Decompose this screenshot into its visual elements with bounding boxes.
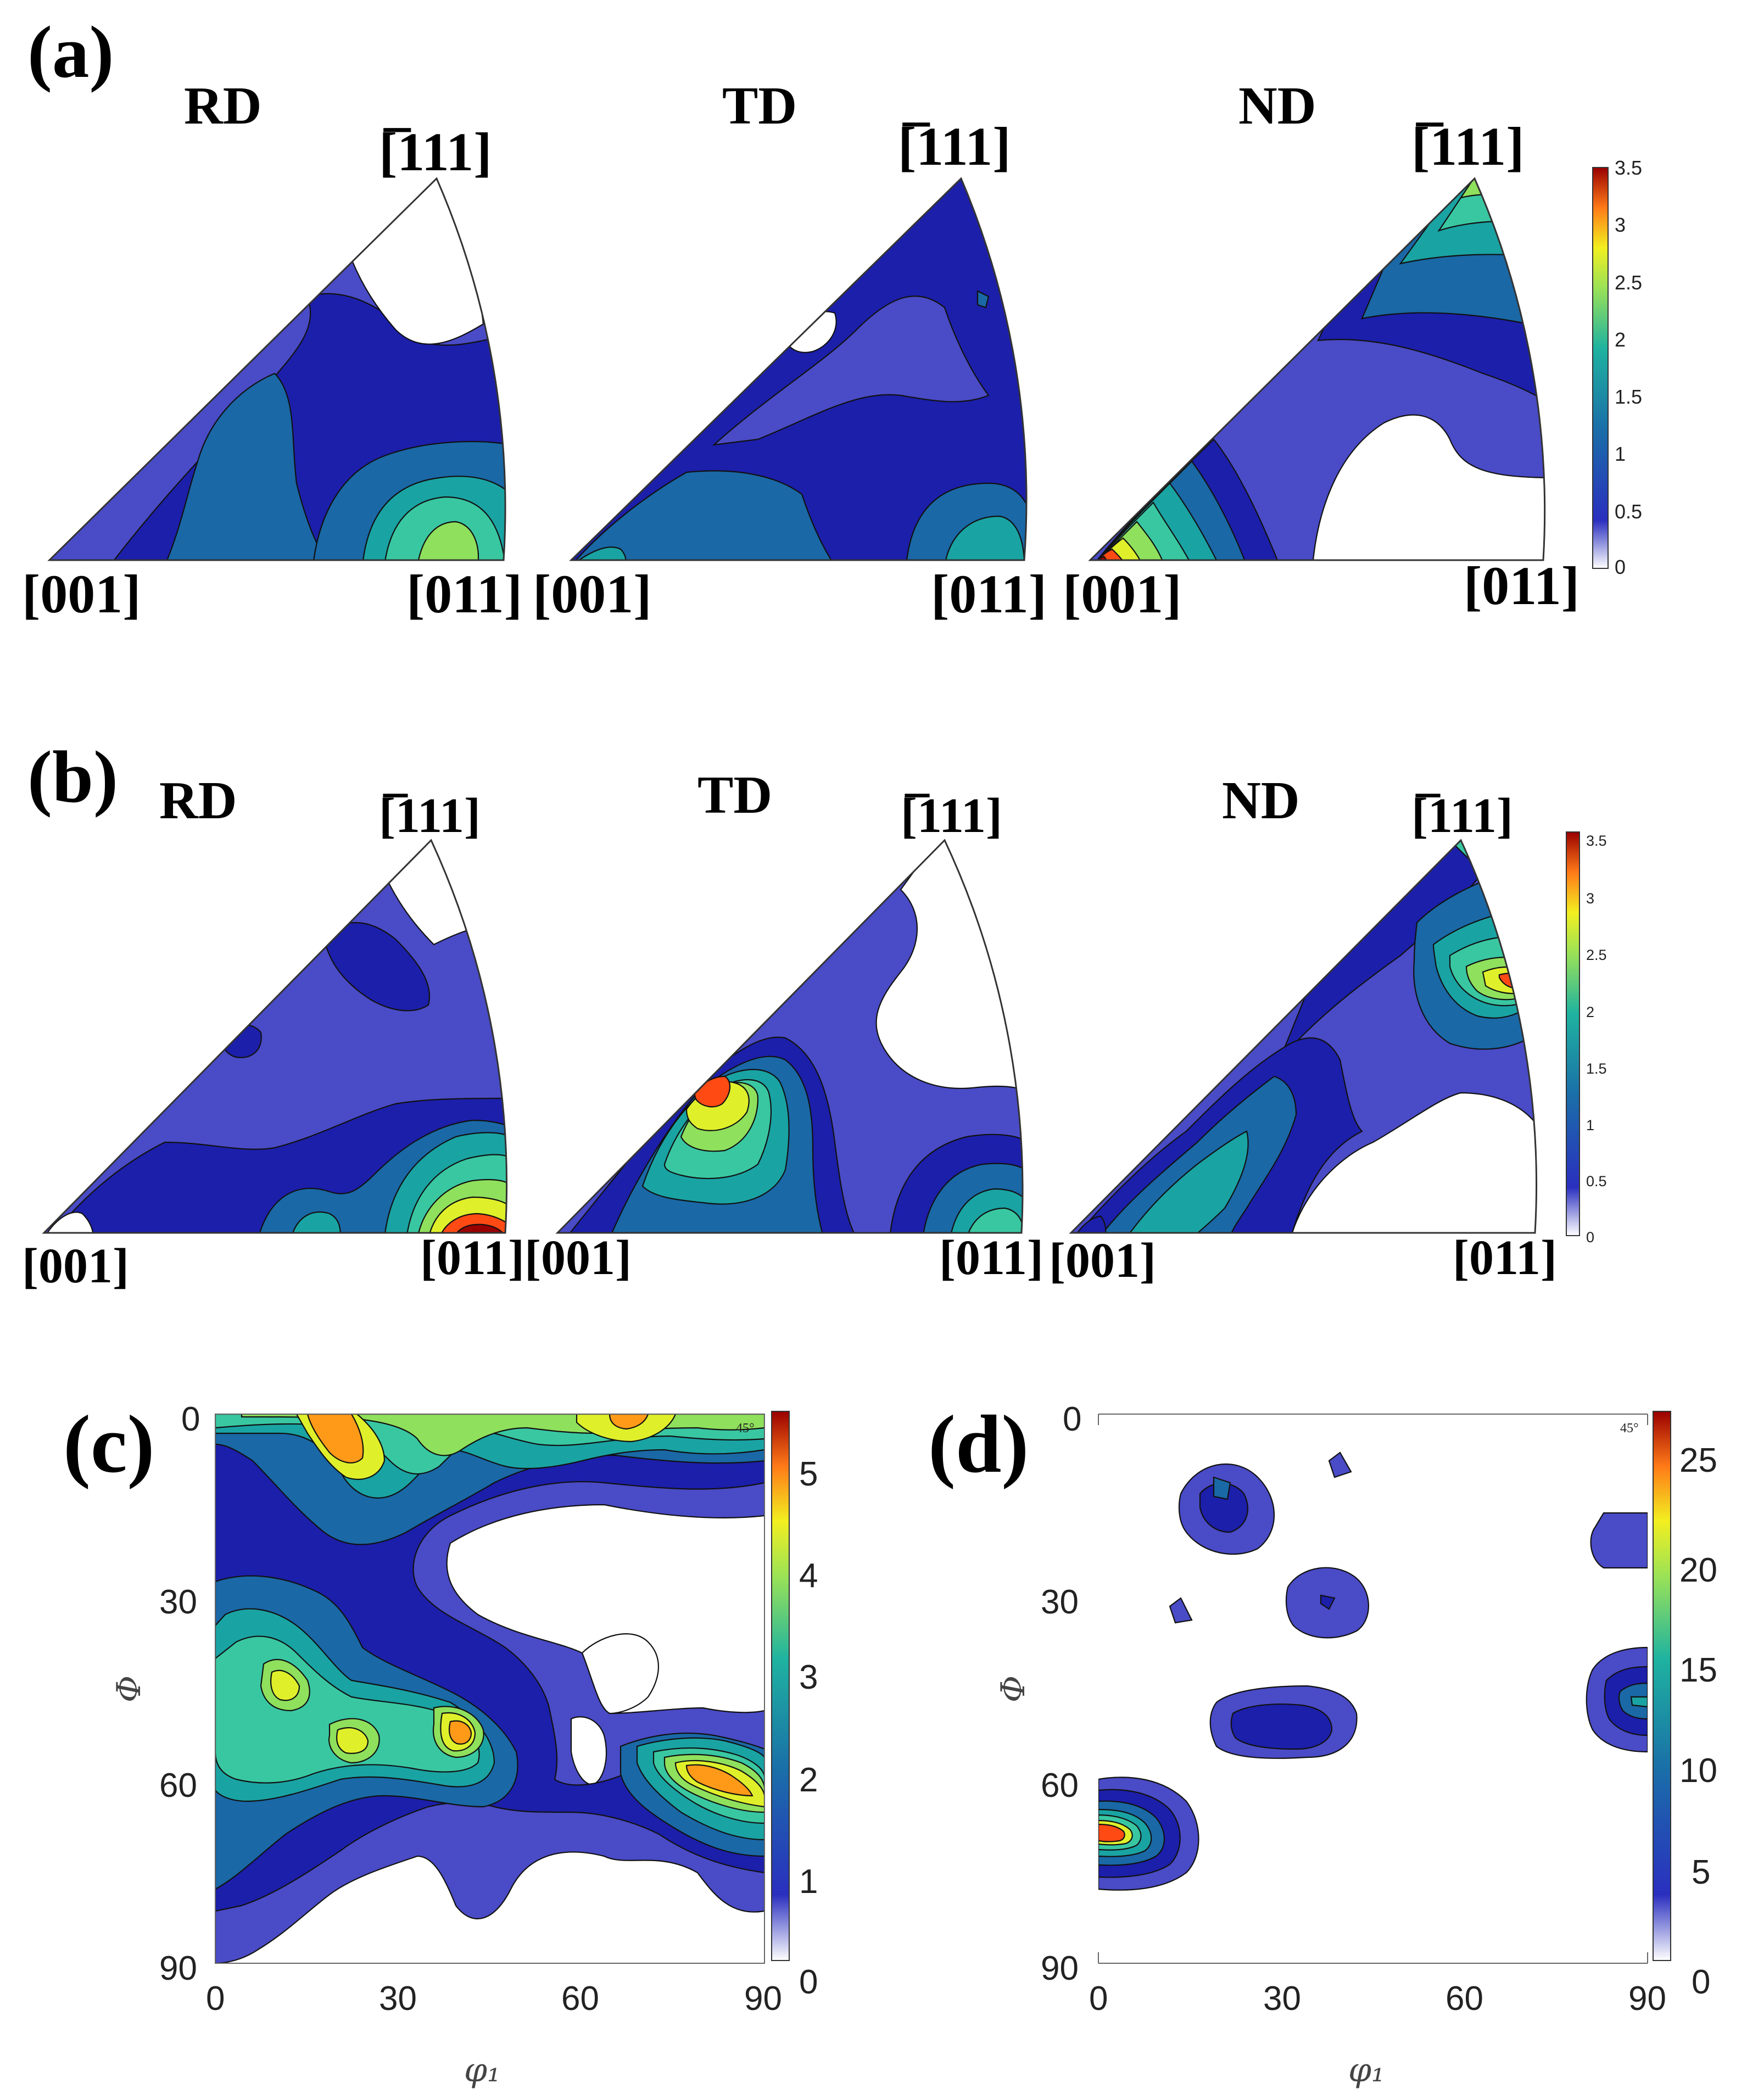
a-nd-vertex-111: [̅111] [1411,116,1525,177]
cb-a-tick-6: 0.5 [1615,500,1642,523]
b-nd-vertex-011: [011] [1453,1231,1557,1285]
b-td-vertex-011: [011] [939,1231,1043,1285]
a-td-vertex-111: [̅111] [898,116,1011,177]
ipf-b-nd [1071,840,1537,1233]
a-nd-vertex-001: [001] [1063,563,1182,624]
cb-b-tick-5: 1 [1586,1117,1594,1133]
cb-d-tick-15: 15 [1679,1651,1717,1689]
cb-d-tick-5: 5 [1692,1853,1710,1891]
cb-d-tick-20: 20 [1679,1551,1717,1589]
odf-d-ylabel: Φ [994,1675,1032,1702]
a-rd-vertex-001: [001] [22,563,141,624]
odf-c-xtick-1: 30 [379,1980,417,2018]
a-td-vertex-011: [011] [931,563,1047,624]
odf-d-ytick-2: 60 [1041,1767,1079,1805]
panel-b-label: (b) [27,736,118,818]
odf-c-colorbar: 5 4 3 2 1 0 [771,1411,818,2001]
colorbar-b: 3.5 3 2.5 2 1.5 1 0.5 0 [1566,831,1607,1246]
panel-b-nd-label: ND [1222,771,1300,830]
odf-d-xlabel: φ₁ [1348,2051,1385,2090]
cb-c-tick-4: 4 [799,1557,818,1595]
panel-a-nd-label: ND [1238,76,1316,136]
odf-d-ytick-0: 0 [1063,1400,1081,1438]
ipf-b-rd [44,840,507,1233]
cb-b-tick-2: 2.5 [1586,947,1607,963]
cb-b-tick-3: 2 [1586,1004,1594,1020]
panel-a-td-label: TD [722,76,797,136]
odf-d-map [1098,1414,1648,1963]
cb-c-tick-2: 2 [799,1761,818,1799]
odf-d-xtick-0: 0 [1089,1980,1108,2018]
odf-c-ylabel: Φ [110,1675,148,1702]
a-td-vertex-001: [001] [533,563,652,624]
cb-b-tick-6: 0.5 [1586,1173,1607,1189]
ipf-a-td-outline [569,177,1028,561]
ipf-a-rd-outline [47,177,506,561]
panel-a-label: (a) [27,12,114,93]
cb-a-tick-0: 3.5 [1615,157,1642,179]
cb-a-tick-4: 1.5 [1615,386,1642,408]
ipf-b-td-outline [555,839,1024,1234]
odf-c-xtick-3: 90 [744,1980,782,2018]
odf-d-xtick-1: 30 [1263,1980,1301,2018]
odf-d-xtick-3: 90 [1628,1980,1666,2018]
b-rd-vertex-011: [011] [420,1231,524,1285]
cb-a-tick-1: 3 [1615,214,1626,236]
odf-c-xtick-2: 60 [561,1980,599,2018]
odf-d-ytick-3: 90 [1041,1950,1079,1987]
panel-b-td-label: TD [697,766,772,825]
b-rd-vertex-111: [̅111] [379,789,481,843]
panel-c-label: (c) [63,1399,154,1490]
odf-c-frame [215,1414,765,1964]
cb-a-tick-2: 2.5 [1615,271,1642,294]
odf-c-map [215,1414,764,1963]
odf-d-frame [1098,1414,1648,1964]
cb-c-tick-1: 1 [799,1863,818,1901]
odf-c-section-label: 45° [736,1421,755,1436]
b-td-vertex-001: [001] [524,1231,632,1285]
ipf-a-td [571,178,1027,560]
ipf-b-nd-outline [1069,839,1538,1234]
cb-c-tick-5: 5 [799,1455,818,1493]
odf-c-ytick-3: 90 [159,1950,197,1987]
odf-d-colorbar: 25 20 15 10 5 0 [1653,1411,1717,2001]
a-rd-vertex-011: [011] [406,563,522,624]
cb-c-tick-0: 0 [799,1963,818,2001]
odf-c-ytick-2: 60 [159,1767,197,1805]
panel-a-rd-label: RD [184,76,262,136]
cb-a-tick-5: 1 [1615,443,1626,465]
cb-d-tick-0: 0 [1692,1963,1710,2001]
cb-c-tick-3: 3 [799,1658,818,1696]
cb-a-tick-7: 0 [1615,556,1626,578]
ipf-a-nd [1090,178,1545,560]
cb-d-tick-25: 25 [1679,1442,1717,1479]
cb-b-tick-0: 3.5 [1586,833,1607,849]
b-nd-vertex-111: [̅111] [1411,789,1513,843]
odf-d-ytick-1: 30 [1041,1583,1079,1621]
odf-d-section-label: 45° [1620,1421,1639,1436]
ipf-b-td [557,840,1023,1233]
panel-b-rd-label: RD [159,771,237,830]
cb-b-tick-1: 3 [1586,890,1594,907]
b-td-vertex-111: [̅111] [901,789,1002,843]
odf-c-xtick-0: 0 [206,1980,225,2018]
odf-d-xtick-2: 60 [1445,1980,1483,2018]
ipf-a-nd-outline [1088,177,1546,561]
b-nd-vertex-001: [001] [1049,1233,1156,1288]
a-rd-vertex-111: [̅111] [379,121,492,182]
a-nd-vertex-011: [011] [1464,555,1579,616]
cb-d-tick-10: 10 [1679,1752,1717,1790]
odf-c-ytick-0: 0 [181,1400,200,1438]
colorbar-a: 3.5 3 2.5 2 1.5 1 0.5 0 [1592,157,1642,578]
panel-d-label: (d) [928,1399,1029,1490]
b-rd-vertex-001: [001] [22,1239,129,1293]
cb-b-tick-4: 1.5 [1586,1060,1607,1077]
ipf-b-rd-outline [42,839,508,1234]
odf-c-ytick-1: 30 [159,1583,197,1621]
odf-c-xlabel: φ₁ [464,2051,500,2090]
cb-b-tick-7: 0 [1586,1229,1594,1246]
ipf-a-rd [49,178,506,560]
cb-a-tick-3: 2 [1615,328,1626,351]
